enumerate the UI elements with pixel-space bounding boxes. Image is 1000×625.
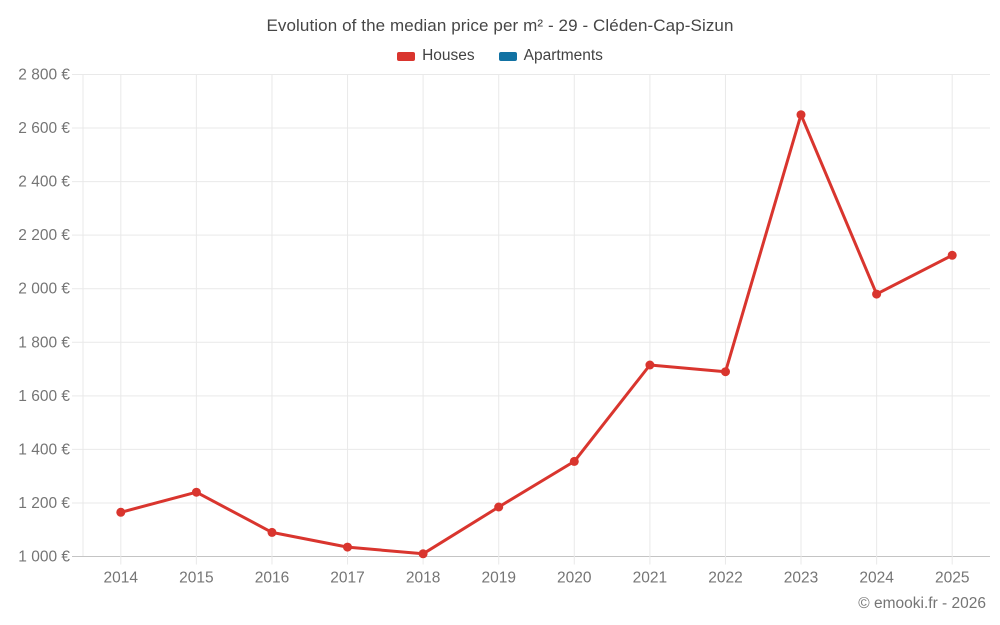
- data-point-houses-2014[interactable]: [116, 507, 126, 517]
- series-line-houses: [119, 113, 954, 556]
- chart-title: Evolution of the median price per m² - 2…: [266, 16, 734, 35]
- copyright-attribution: © emooki.fr - 2026: [858, 595, 986, 612]
- data-point-houses-2015[interactable]: [191, 487, 201, 497]
- data-point-houses-2023[interactable]: [796, 110, 806, 120]
- y-tick-label: 2 000 €: [18, 281, 70, 298]
- data-point-houses-2021[interactable]: [645, 360, 655, 370]
- x-tick-label: 2021: [633, 570, 667, 587]
- y-tick-label: 2 200 €: [18, 227, 70, 244]
- x-tick-label: 2023: [784, 570, 818, 587]
- legend-label-houses: Houses: [422, 47, 475, 64]
- apartments-series-swatch-icon: [498, 51, 517, 61]
- x-tick-label: 2020: [557, 570, 592, 587]
- y-tick-label: 2 400 €: [18, 174, 70, 191]
- legend-item-houses[interactable]: Houses: [397, 47, 475, 65]
- x-tick-label: 2015: [179, 570, 213, 587]
- houses-series-swatch-icon: [397, 51, 416, 61]
- x-tick-label: 2025: [935, 570, 969, 587]
- legend-item-apartments[interactable]: Apartments: [498, 47, 603, 65]
- y-tick-label: 1 200 €: [18, 495, 70, 512]
- data-point-houses-2020[interactable]: [569, 456, 579, 466]
- y-tick-label: 2 600 €: [18, 120, 70, 137]
- x-tick-label: 2024: [859, 570, 894, 587]
- chart-legend: Houses Apartments: [0, 47, 1000, 65]
- x-tick-label: 2022: [708, 570, 742, 587]
- x-tick-label: 2018: [406, 570, 440, 587]
- data-point-houses-2024[interactable]: [872, 289, 882, 299]
- data-point-houses-2025[interactable]: [947, 250, 957, 260]
- y-tick-label: 1 800 €: [18, 334, 70, 351]
- data-point-houses-2018[interactable]: [418, 549, 428, 559]
- y-tick-label: 2 800 €: [18, 67, 70, 84]
- y-tick-label: 1 600 €: [18, 388, 70, 405]
- y-tick-label: 1 000 €: [18, 549, 70, 566]
- x-tick-label: 2014: [104, 570, 139, 587]
- x-tick-label: 2016: [255, 570, 289, 587]
- legend-label-apartments: Apartments: [523, 47, 603, 64]
- data-point-houses-2017[interactable]: [343, 542, 352, 552]
- x-tick-label: 2019: [481, 570, 515, 587]
- data-point-houses-2019[interactable]: [494, 502, 504, 512]
- y-tick-label: 1 400 €: [18, 441, 70, 458]
- data-point-houses-2016[interactable]: [267, 527, 277, 537]
- x-tick-label: 2017: [330, 570, 364, 587]
- data-point-houses-2022[interactable]: [721, 367, 730, 377]
